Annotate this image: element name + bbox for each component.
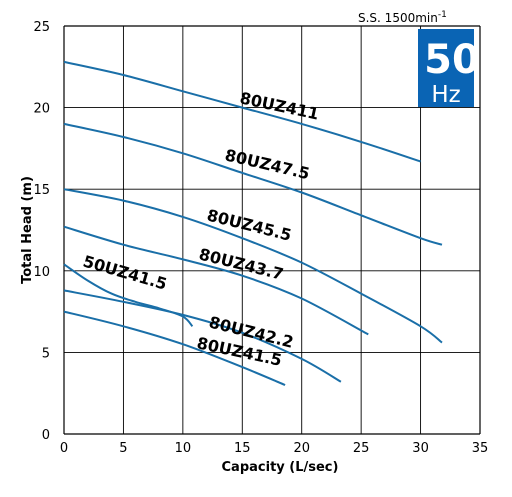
- x-tick-label: 25: [353, 441, 370, 456]
- frequency-badge: 50 Hz: [418, 29, 480, 108]
- y-tick-label: 25: [33, 20, 50, 35]
- axis-ticks: 0 5 10 15 20 25 30 35 0 5 10 15 20 25: [33, 20, 488, 456]
- x-tick-label: 10: [175, 441, 192, 456]
- curve-label-50UZ41.5: 50UZ41.5: [81, 252, 169, 294]
- badge-unit: Hz: [431, 82, 460, 108]
- curve-80UZ41.5: [63, 310, 286, 386]
- curve-80UZ47.5: [63, 122, 443, 246]
- pump-curves: [63, 60, 443, 386]
- curve-label-80UZ45.5: 80UZ45.5: [205, 205, 293, 244]
- x-tick-label: 35: [472, 441, 489, 456]
- y-tick-label: 5: [42, 346, 50, 361]
- badge-value: 50: [424, 37, 480, 83]
- grid: [63, 25, 481, 435]
- speed-label-text: S.S. 1500min: [358, 11, 438, 25]
- y-tick-label: 15: [33, 183, 50, 198]
- curve-50UZ41.5: [63, 263, 194, 328]
- curve-80UZ45.5: [63, 188, 443, 344]
- curve-80UZ42.2: [63, 289, 342, 383]
- badge-background: [418, 29, 474, 107]
- curve-label-80UZ47.5: 80UZ47.5: [223, 145, 311, 183]
- y-tick-label: 20: [33, 102, 50, 117]
- x-axis-title: Capacity (L/sec): [222, 460, 339, 475]
- curve-80UZ411: [63, 60, 421, 163]
- curve-labels: 80UZ41180UZ47.580UZ45.580UZ43.750UZ41.58…: [81, 88, 321, 370]
- y-tick-label: 10: [33, 265, 50, 280]
- y-axis-title: Total Head (m): [20, 176, 35, 284]
- x-tick-label: 15: [234, 441, 251, 456]
- x-tick-label: 30: [412, 441, 429, 456]
- x-tick-label: 20: [293, 441, 310, 456]
- speed-label: S.S. 1500min-1: [358, 10, 447, 25]
- curve-80UZ43.7: [63, 225, 369, 336]
- x-tick-label: 5: [119, 441, 127, 456]
- speed-label-superscript: -1: [438, 10, 447, 20]
- x-tick-label: 0: [60, 441, 68, 456]
- y-tick-label: 0: [42, 428, 50, 443]
